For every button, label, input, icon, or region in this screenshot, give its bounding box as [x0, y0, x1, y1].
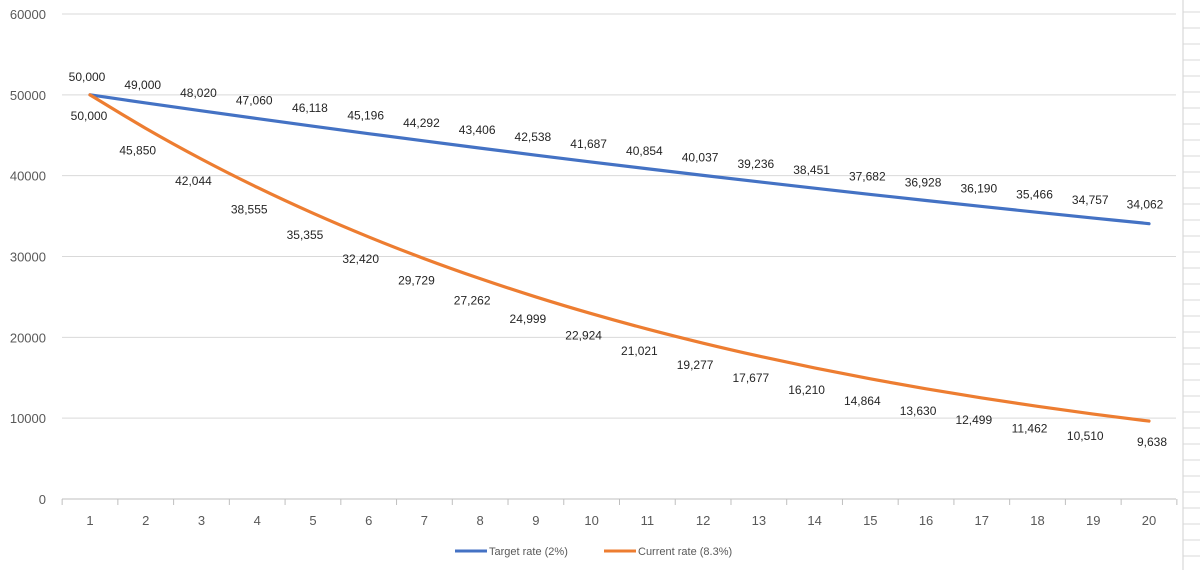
x-tick-label: 17: [975, 513, 989, 528]
gridlines: [62, 13, 1176, 500]
series-lines: [88, 93, 1151, 423]
data-label-target-rate: 38,451: [793, 163, 830, 177]
x-tick-label: 7: [421, 513, 428, 528]
data-label-current-rate: 21,021: [621, 344, 658, 358]
series-line-target-rate: [88, 93, 1151, 226]
legend: Target rate (2%) Current rate (8.3%): [455, 546, 732, 558]
data-label-current-rate: 24,999: [510, 312, 547, 326]
data-label-target-rate: 40,037: [682, 150, 719, 164]
data-label-target-rate: 36,190: [960, 181, 997, 195]
y-tick-label: 30000: [10, 250, 46, 265]
data-label-target-rate: 39,236: [737, 157, 774, 171]
y-tick-label: 0: [39, 492, 46, 507]
data-label-target-rate: 35,466: [1016, 187, 1053, 201]
data-label-target-rate: 50,000: [69, 70, 106, 84]
data-label-target-rate: 40,854: [626, 144, 663, 158]
x-tick-label: 5: [309, 513, 316, 528]
y-tick-label: 40000: [10, 169, 46, 184]
data-label-current-rate: 10,510: [1067, 429, 1104, 443]
data-label-target-rate: 36,928: [905, 175, 942, 189]
x-tick-label: 8: [477, 513, 484, 528]
x-tick-label: 11: [641, 513, 655, 528]
y-tick-label: 60000: [10, 7, 46, 22]
x-axis: 1 2 3 4 5 6 7 8 9 10 11 12 13 14 15 16 17 18 19 20: [61, 499, 1178, 528]
data-label-current-rate: 22,924: [565, 329, 602, 343]
data-label-target-rate: 42,538: [515, 130, 552, 144]
data-label-target-rate: 49,000: [124, 78, 161, 92]
data-label-target-rate: 45,196: [347, 109, 384, 123]
y-tick-label: 50000: [10, 88, 46, 103]
series-line-current-rate: [88, 93, 1151, 423]
right-edge-decoration: [1182, 0, 1200, 570]
legend-label: Current rate (8.3%): [638, 546, 732, 558]
data-label-target-rate: 34,062: [1127, 198, 1164, 212]
x-tick-label: 4: [254, 513, 261, 528]
data-label-target-rate: 41,687: [570, 137, 607, 151]
legend-item-target-rate: Target rate (2%): [455, 546, 568, 558]
x-tick-label: 19: [1086, 513, 1100, 528]
data-label-current-rate: 29,729: [398, 274, 435, 288]
y-tick-label: 10000: [10, 411, 46, 426]
x-tick-label: 2: [142, 513, 149, 528]
y-tick-label: 20000: [10, 330, 46, 345]
data-label-current-rate: 14,864: [844, 394, 881, 408]
data-label-target-rate: 43,406: [459, 123, 496, 137]
x-tick-label: 13: [752, 513, 766, 528]
data-label-target-rate: 44,292: [403, 116, 440, 130]
data-label-current-rate: 13,630: [900, 404, 937, 418]
data-label-current-rate: 45,850: [119, 143, 156, 157]
x-tick-label: 16: [919, 513, 933, 528]
x-tick-label: 15: [863, 513, 877, 528]
data-label-current-rate: 27,262: [454, 294, 491, 308]
data-label-current-rate: 12,499: [955, 413, 992, 427]
legend-item-current-rate: Current rate (8.3%): [604, 546, 732, 558]
data-label-target-rate: 34,757: [1072, 193, 1109, 207]
legend-label: Target rate (2%): [489, 546, 568, 558]
data-label-target-rate: 46,118: [292, 101, 328, 115]
data-label-target-rate: 47,060: [236, 94, 273, 108]
x-tick-label: 6: [365, 513, 372, 528]
data-label-current-rate: 16,210: [788, 383, 825, 397]
data-label-current-rate: 50,000: [71, 109, 108, 123]
data-label-current-rate: 32,420: [342, 252, 379, 266]
data-label-current-rate: 9,638: [1137, 435, 1167, 449]
data-label-target-rate: 37,682: [849, 169, 886, 183]
y-axis: 0 10000 20000 30000 40000 50000 60000: [10, 7, 46, 507]
x-tick-label: 18: [1030, 513, 1044, 528]
x-tick-label: 12: [696, 513, 710, 528]
x-tick-label: 9: [532, 513, 539, 528]
data-label-current-rate: 17,677: [732, 371, 769, 385]
x-tick-label: 1: [86, 513, 93, 528]
x-tick-label: 10: [584, 513, 598, 528]
data-label-current-rate: 42,044: [175, 174, 212, 188]
data-labels: 50,000 49,000 48,020 47,060 46,118 45,196 44,2…: [69, 70, 1168, 449]
data-label-current-rate: 38,555: [231, 202, 268, 216]
x-tick-label: 3: [198, 513, 205, 528]
data-label-current-rate: 35,355: [287, 228, 324, 242]
data-label-target-rate: 48,020: [180, 86, 217, 100]
data-label-current-rate: 11,462: [1012, 421, 1048, 435]
x-tick-label: 14: [807, 513, 821, 528]
data-label-current-rate: 19,277: [677, 358, 714, 372]
x-tick-label: 20: [1142, 513, 1156, 528]
